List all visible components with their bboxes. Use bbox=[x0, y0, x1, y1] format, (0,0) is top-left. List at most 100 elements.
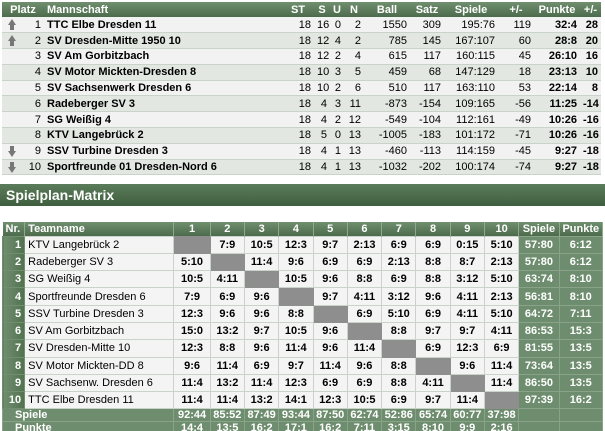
matrix-result-cell[interactable]: 11:4 bbox=[173, 373, 211, 393]
matrix-result-cell[interactable]: 13:2 bbox=[209, 321, 245, 341]
standings-row[interactable]: 8 KTV Langebrück 2 18 5 0 13 -1005 -183 101:172-… bbox=[2, 127, 601, 144]
matrix-result-cell[interactable]: 5:10 bbox=[381, 304, 417, 323]
matrix-result-cell[interactable]: 11:4 bbox=[243, 252, 280, 272]
matrix-team-name[interactable]: Radeberger SV 3 bbox=[24, 252, 175, 272]
matrix-result-cell[interactable]: 9:7 bbox=[449, 321, 485, 341]
matrix-result-cell[interactable]: 4:11 bbox=[483, 321, 520, 341]
matrix-result-cell[interactable]: 11:4 bbox=[243, 373, 280, 393]
matrix-result-cell[interactable]: 9:6 bbox=[243, 339, 280, 358]
matrix-result-cell[interactable]: 8:8 bbox=[346, 270, 383, 289]
matrix-result-cell[interactable]: 9:7 bbox=[278, 356, 314, 375]
matrix-result-cell[interactable]: 8:8 bbox=[415, 252, 451, 272]
standings-row[interactable]: 9 SSV Turbine Dresden 3 18 4 1 13 -460 -113 114:… bbox=[2, 143, 601, 160]
team-name-cell[interactable]: SV Motor Mickten-Dresden 8 bbox=[44, 64, 282, 81]
team-name-cell[interactable]: SV Sachsenwerk Dresden 6 bbox=[44, 80, 282, 97]
matrix-result-cell[interactable]: 11:4 bbox=[173, 391, 211, 410]
matrix-result-cell[interactable]: 14:1 bbox=[278, 391, 314, 410]
matrix-result-cell[interactable]: 6:9 bbox=[381, 391, 417, 410]
matrix-result-cell[interactable]: 7:9 bbox=[209, 235, 245, 254]
matrix-result-cell[interactable]: 9:6 bbox=[209, 304, 245, 323]
matrix-result-cell[interactable]: 3:12 bbox=[449, 270, 485, 289]
matrix-result-cell[interactable]: 0:15 bbox=[449, 235, 485, 254]
col-header-satz[interactable]: Satz bbox=[410, 2, 444, 17]
matrix-team-name[interactable]: SSV Turbine Dresden 3 bbox=[24, 304, 175, 323]
matrix-result-cell[interactable]: 12:3 bbox=[173, 304, 211, 323]
matrix-result-cell[interactable]: 11:4 bbox=[278, 339, 314, 358]
matrix-result-cell[interactable]: 10:5 bbox=[278, 270, 314, 289]
matrix-result-cell[interactable]: 6:9 bbox=[346, 304, 383, 323]
matrix-result-cell[interactable]: 9:7 bbox=[243, 321, 280, 341]
matrix-result-cell[interactable]: 6:9 bbox=[209, 287, 245, 306]
matrix-result-cell[interactable]: 5:10 bbox=[483, 235, 520, 254]
matrix-result-cell[interactable]: 6:9 bbox=[415, 235, 451, 254]
matrix-result-cell[interactable]: 2:13 bbox=[483, 287, 520, 306]
matrix-result-cell[interactable]: 9:7 bbox=[312, 235, 348, 254]
matrix-result-cell[interactable]: 9:6 bbox=[312, 339, 348, 358]
matrix-result-cell[interactable]: 9:6 bbox=[278, 252, 314, 272]
matrix-result-cell[interactable]: 6:9 bbox=[415, 304, 451, 323]
team-name-cell[interactable]: TTC Elbe Dresden 11 bbox=[44, 17, 282, 34]
standings-row[interactable]: 5 SV Sachsenwerk Dresden 6 18 10 2 6 510 117 163… bbox=[2, 80, 601, 97]
matrix-team-name[interactable]: SV Sachsenw. Dresden 6 bbox=[24, 373, 175, 393]
matrix-result-cell[interactable]: 6:9 bbox=[312, 373, 348, 393]
team-name-cell[interactable]: Sportfreunde 01 Dresden-Nord 6 bbox=[44, 159, 282, 176]
col-header-s[interactable]: S bbox=[314, 2, 330, 17]
matrix-result-cell[interactable]: 8:8 bbox=[278, 304, 314, 323]
col-header-punkte[interactable]: Punkte bbox=[534, 2, 580, 17]
matrix-result-cell[interactable]: 9:6 bbox=[346, 356, 383, 375]
matrix-result-cell[interactable]: 6:9 bbox=[243, 356, 280, 375]
col-header-ball[interactable]: Ball bbox=[364, 2, 410, 17]
col-header-mannschaft[interactable]: Mannschaft bbox=[44, 2, 282, 17]
matrix-result-cell[interactable]: 12:3 bbox=[449, 339, 485, 358]
matrix-result-cell[interactable]: 9:6 bbox=[312, 270, 348, 289]
matrix-result-cell[interactable]: 8:8 bbox=[415, 270, 451, 289]
team-name-cell[interactable]: Radeberger SV 3 bbox=[44, 95, 282, 113]
matrix-team-name[interactable]: SG Weißig 4 bbox=[24, 270, 175, 289]
team-name-cell[interactable]: SSV Turbine Dresden 3 bbox=[44, 143, 282, 160]
matrix-result-cell[interactable]: 5:10 bbox=[173, 252, 211, 272]
matrix-result-cell[interactable]: 11:4 bbox=[209, 356, 245, 375]
matrix-result-cell[interactable]: 2:13 bbox=[381, 252, 417, 272]
matrix-result-cell[interactable]: 4:11 bbox=[209, 270, 245, 289]
matrix-result-cell[interactable]: 11:4 bbox=[312, 356, 348, 375]
standings-row[interactable]: 3 SV Am Gorbitzbach 18 12 2 4 615 117 160:115 45 2… bbox=[2, 48, 601, 65]
matrix-result-cell[interactable]: 9:7 bbox=[312, 287, 348, 306]
matrix-result-cell[interactable]: 12:3 bbox=[278, 373, 314, 393]
matrix-result-cell[interactable]: 11:4 bbox=[346, 339, 383, 358]
matrix-team-name[interactable]: Sportfreunde Dresden 6 bbox=[24, 287, 175, 306]
matrix-result-cell[interactable]: 6:9 bbox=[346, 252, 383, 272]
matrix-result-cell[interactable]: 9:6 bbox=[415, 287, 451, 306]
matrix-result-cell[interactable]: 8:8 bbox=[209, 339, 245, 358]
matrix-team-name[interactable]: SV Am Gorbitzbach bbox=[24, 321, 175, 341]
standings-row[interactable]: 7 SG Weißig 4 18 4 2 12 -549 -104 112:161 -49 10:2… bbox=[2, 111, 601, 129]
team-name-cell[interactable]: SG Weißig 4 bbox=[44, 111, 282, 129]
matrix-team-name[interactable]: TTC Elbe Dresden 11 bbox=[24, 391, 175, 410]
col-header-diff[interactable]: +/- bbox=[498, 2, 534, 17]
matrix-result-cell[interactable]: 10:5 bbox=[346, 391, 383, 410]
matrix-result-cell[interactable]: 15:0 bbox=[173, 321, 211, 341]
col-header-u[interactable]: U bbox=[330, 2, 344, 17]
matrix-result-cell[interactable]: 9:7 bbox=[415, 391, 451, 410]
standings-row[interactable]: 2 SV Dresden-Mitte 1950 10 18 12 4 2 785 145 167… bbox=[2, 32, 601, 50]
matrix-team-name[interactable]: SV Dresden-Mitte 10 bbox=[24, 339, 175, 358]
matrix-result-cell[interactable]: 11:4 bbox=[209, 391, 245, 410]
col-header-st[interactable]: ST bbox=[282, 2, 314, 17]
matrix-result-cell[interactable]: 10:5 bbox=[173, 270, 211, 289]
matrix-result-cell[interactable]: 8:8 bbox=[381, 321, 417, 341]
matrix-result-cell[interactable]: 11:4 bbox=[483, 373, 520, 393]
matrix-result-cell[interactable]: 4:11 bbox=[346, 287, 383, 306]
matrix-result-cell[interactable]: 4:11 bbox=[449, 304, 485, 323]
matrix-result-cell[interactable]: 12:3 bbox=[173, 339, 211, 358]
matrix-team-name[interactable]: KTV Langebrück 2 bbox=[24, 235, 175, 254]
matrix-result-cell[interactable]: 4:11 bbox=[449, 287, 485, 306]
matrix-result-cell[interactable]: 2:13 bbox=[483, 252, 520, 272]
matrix-result-cell[interactable]: 9:6 bbox=[243, 287, 280, 306]
matrix-result-cell[interactable]: 7:9 bbox=[173, 287, 211, 306]
standings-row[interactable]: 6 Radeberger SV 3 18 4 3 11 -873 -154 109:165 -56… bbox=[2, 95, 601, 113]
standings-row[interactable]: 1 TTC Elbe Dresden 11 18 16 0 2 1550 309 195:76 1… bbox=[2, 17, 601, 34]
matrix-result-cell[interactable]: 9:6 bbox=[449, 356, 485, 375]
matrix-result-cell[interactable]: 5:10 bbox=[483, 270, 520, 289]
matrix-result-cell[interactable]: 3:12 bbox=[381, 287, 417, 306]
team-name-cell[interactable]: KTV Langebrück 2 bbox=[44, 127, 282, 144]
team-name-cell[interactable]: SV Dresden-Mitte 1950 10 bbox=[44, 32, 282, 50]
